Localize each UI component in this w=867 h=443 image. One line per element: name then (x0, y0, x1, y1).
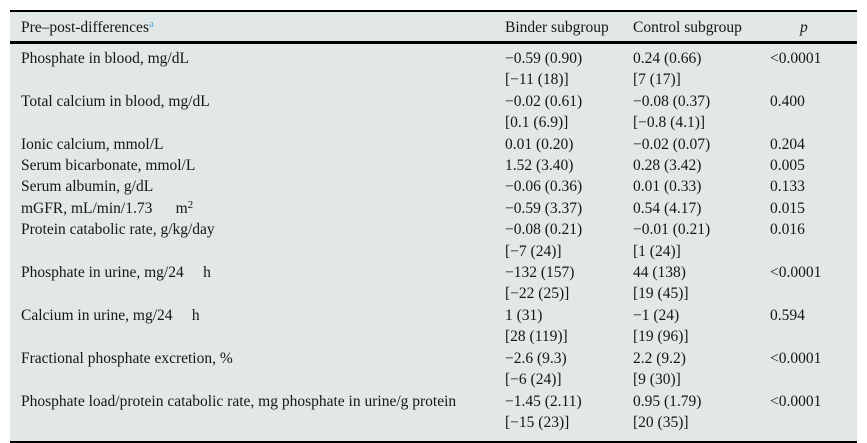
table-row: Serum bicarbonate, mmol/L 1.52 (3.40) 0.… (10, 155, 857, 176)
binder-value: −2.6 (9.3) [−6 (24)] (505, 349, 567, 389)
binder-value: −132 (157) [−22 (25)] (505, 264, 575, 303)
control-value: 0.28 (3.42) (633, 157, 702, 175)
binder-value: −0.59 (3.37) (505, 199, 583, 217)
col-header-pre-post-differences-label: Pre–post-differences (21, 19, 149, 36)
p-value: 0.400 (770, 92, 805, 110)
p-value: 0.204 (770, 135, 805, 153)
col-header-control-subgroup: Control subgroup (633, 19, 742, 36)
table-row: Serum albumin, g/dL −0.06 (0.36) 0.01 (0… (10, 176, 857, 197)
binder-value: −0.02 (0.61) [0.1 (6.9)] (505, 92, 583, 132)
row-label: Calcium in urine, mg/24 h (21, 306, 200, 324)
control-value: 0.95 (1.79) [20 (35)] (633, 392, 702, 431)
table-row: mGFR, mL/min/1.73 m2 −0.59 (3.37) 0.54 (… (10, 198, 857, 219)
control-value: −1 (24) [19 (96)] (633, 306, 689, 346)
row-label: Total calcium in blood, mg/dL (21, 92, 210, 110)
control-value: 44 (138) [19 (45)] (633, 264, 689, 303)
row-label: Serum albumin, g/dL (21, 178, 154, 196)
table-row: Phosphate in urine, mg/24 h −132 (157) [−… (10, 262, 857, 305)
table-row: Total calcium in blood, mg/dL −0.02 (0.6… (10, 91, 857, 134)
p-value: <0.0001 (770, 264, 822, 282)
pre-post-differences-table: Pre–post-differencesa Binder subgroup Co… (10, 10, 857, 443)
binder-value: 1.52 (3.40) (505, 157, 574, 175)
control-value: −0.08 (0.37) [−0.8 (4.1)] (633, 92, 711, 132)
binder-value: 0.01 (0.20) (505, 135, 574, 153)
table-row: Calcium in urine, mg/24 h 1 (31) [28 (119… (10, 305, 857, 348)
table-row: Ionic calcium, mmol/L 0.01 (0.20) −0.02 … (10, 134, 857, 155)
table-body: Phosphate in blood, mg/dL −0.59 (0.90) [−… (10, 44, 857, 441)
row-label: Protein catabolic rate, g/kg/day (21, 221, 215, 239)
table-row: Phosphate load/protein catabolic rate, m… (10, 391, 857, 434)
binder-value: −0.06 (0.36) (505, 178, 583, 196)
table-row: Protein catabolic rate, g/kg/day −0.08 (… (10, 219, 857, 262)
control-value: −0.01 (0.21) [1 (24)] (633, 221, 711, 260)
p-value: <0.0001 (770, 50, 822, 67)
row-label: mGFR, mL/min/1.73 m2 (21, 198, 194, 217)
control-value: 0.01 (0.33) (633, 178, 702, 196)
footnote-a-link[interactable]: a (148, 18, 154, 30)
p-value: 0.016 (770, 221, 805, 239)
col-header-pre-post-differences: Pre–post-differencesa (10, 18, 505, 37)
row-label: Phosphate in blood, mg/dL (21, 50, 189, 67)
row-label: Phosphate load/protein catabolic rate, m… (21, 392, 457, 410)
p-value: 0.015 (770, 199, 805, 217)
row-label: Fractional phosphate excretion, % (21, 349, 233, 367)
p-value: 0.005 (770, 157, 805, 175)
p-value: <0.0001 (770, 349, 822, 367)
p-value: 0.133 (770, 178, 805, 196)
row-label: Phosphate in urine, mg/24 h (21, 264, 211, 282)
binder-value: 1 (31) [28 (119)] (505, 306, 568, 346)
row-label-sup: 2 (187, 198, 194, 211)
binder-value: −0.59 (0.90) [−11 (18)] (505, 50, 583, 89)
binder-value: −1.45 (2.11) [−15 (23)] (505, 392, 582, 431)
control-value: 0.24 (0.66) [7 (17)] (633, 50, 702, 89)
binder-value: −0.08 (0.21) [−7 (24)] (505, 221, 583, 260)
control-value: 2.2 (9.2) [9 (30)] (633, 349, 686, 389)
control-value: 0.54 (4.17) (633, 199, 702, 217)
p-value: 0.594 (770, 306, 805, 324)
control-value: −0.02 (0.07) (633, 135, 711, 153)
row-label: Ionic calcium, mmol/L (21, 135, 164, 153)
table-row: Phosphate in blood, mg/dL −0.59 (0.90) [−… (10, 48, 857, 91)
row-label: Serum bicarbonate, mmol/L (21, 157, 196, 175)
p-value: <0.0001 (770, 392, 822, 410)
table-row: Fractional phosphate excretion, % −2.6 (… (10, 348, 857, 391)
table-header-row: Pre–post-differencesa Binder subgroup Co… (10, 12, 857, 44)
col-header-binder-subgroup: Binder subgroup (505, 19, 609, 36)
col-header-p: p (800, 19, 808, 36)
